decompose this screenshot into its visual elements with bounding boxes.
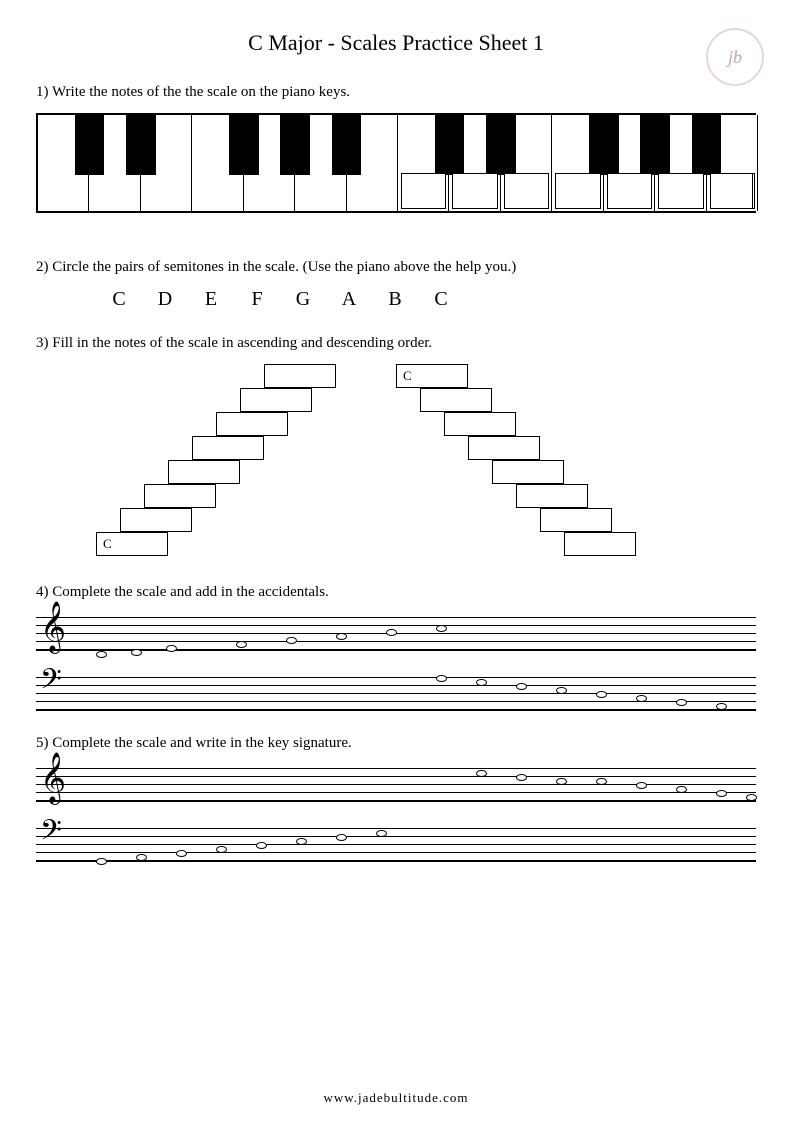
- note-answer-box[interactable]: [607, 173, 652, 209]
- whole-note: [556, 778, 567, 785]
- whole-note: [336, 834, 347, 841]
- whole-note: [636, 695, 647, 702]
- black-key: [75, 115, 105, 175]
- note-answer-box[interactable]: [555, 173, 600, 209]
- question-2: 2) Circle the pairs of semitones in the …: [36, 259, 756, 311]
- ascending-step: C: [96, 532, 168, 556]
- black-key: [435, 115, 465, 175]
- ascending-step[interactable]: [264, 364, 336, 388]
- scale-note: G: [280, 288, 326, 311]
- whole-note: [746, 794, 757, 801]
- brand-logo: jb: [706, 28, 764, 86]
- q4-bass-staff: 𝄢: [36, 673, 756, 717]
- q2-prompt: 2) Circle the pairs of semitones in the …: [36, 259, 756, 276]
- whole-note: [256, 842, 267, 849]
- descending-step[interactable]: [468, 436, 540, 460]
- whole-note: [96, 651, 107, 658]
- black-key: [486, 115, 516, 175]
- whole-note: [166, 645, 177, 652]
- page-title: C Major - Scales Practice Sheet 1: [36, 30, 756, 56]
- footer-url: www.jadebultitude.com: [0, 1090, 792, 1106]
- black-key: [640, 115, 670, 175]
- whole-note: [386, 629, 397, 636]
- whole-note: [296, 838, 307, 845]
- whole-note: [676, 786, 687, 793]
- note-answer-box[interactable]: [658, 173, 703, 209]
- scale-note-row: CDEFGABC: [96, 288, 756, 311]
- note-answer-box[interactable]: [452, 173, 497, 209]
- descending-step: C: [396, 364, 468, 388]
- q4-treble-staff: 𝄞: [36, 613, 756, 657]
- whole-note: [516, 774, 527, 781]
- black-key: [280, 115, 310, 175]
- whole-note: [96, 858, 107, 865]
- whole-note: [131, 649, 142, 656]
- scale-note: B: [372, 288, 418, 311]
- treble-clef-icon: 𝄞: [40, 605, 66, 649]
- scale-note: A: [326, 288, 372, 311]
- whole-note: [236, 641, 247, 648]
- whole-note: [516, 683, 527, 690]
- q5-prompt: 5) Complete the scale and write in the k…: [36, 735, 756, 752]
- scale-note: D: [142, 288, 188, 311]
- treble-clef-icon: 𝄞: [40, 756, 66, 800]
- whole-note: [376, 830, 387, 837]
- whole-note: [436, 675, 447, 682]
- ascending-step[interactable]: [144, 484, 216, 508]
- question-3: 3) Fill in the notes of the scale in asc…: [36, 335, 756, 564]
- whole-note: [476, 770, 487, 777]
- bass-clef-icon: 𝄢: [40, 818, 62, 852]
- black-key: [332, 115, 362, 175]
- ascending-step[interactable]: [216, 412, 288, 436]
- black-key: [126, 115, 156, 175]
- black-key: [692, 115, 722, 175]
- q5-treble-staff: 𝄞: [36, 764, 756, 808]
- whole-note: [716, 790, 727, 797]
- piano-keyboard: [36, 113, 756, 213]
- whole-note: [636, 782, 647, 789]
- descending-step[interactable]: [420, 388, 492, 412]
- descending-step[interactable]: [564, 532, 636, 556]
- descending-step[interactable]: [492, 460, 564, 484]
- descending-step[interactable]: [540, 508, 612, 532]
- q1-prompt: 1) Write the notes of the the scale on t…: [36, 84, 756, 101]
- whole-note: [596, 691, 607, 698]
- q3-prompt: 3) Fill in the notes of the scale in asc…: [36, 335, 756, 352]
- ascending-step[interactable]: [168, 460, 240, 484]
- whole-note: [216, 846, 227, 853]
- whole-note: [176, 850, 187, 857]
- q5-bass-staff: 𝄢: [36, 824, 756, 868]
- scale-staircase: CC: [96, 364, 696, 564]
- whole-note: [716, 703, 727, 710]
- q4-prompt: 4) Complete the scale and add in the acc…: [36, 584, 756, 601]
- ascending-step[interactable]: [240, 388, 312, 412]
- ascending-step[interactable]: [120, 508, 192, 532]
- note-answer-box[interactable]: [710, 173, 753, 209]
- descending-step[interactable]: [444, 412, 516, 436]
- whole-note: [676, 699, 687, 706]
- note-answer-box[interactable]: [504, 173, 549, 209]
- whole-note: [436, 625, 447, 632]
- question-5: 5) Complete the scale and write in the k…: [36, 735, 756, 868]
- bass-clef-icon: 𝄢: [40, 667, 62, 701]
- note-answer-box[interactable]: [401, 173, 446, 209]
- whole-note: [336, 633, 347, 640]
- black-key: [229, 115, 259, 175]
- ascending-step[interactable]: [192, 436, 264, 460]
- scale-note: F: [234, 288, 280, 311]
- whole-note: [596, 778, 607, 785]
- scale-note: C: [96, 288, 142, 311]
- whole-note: [556, 687, 567, 694]
- whole-note: [286, 637, 297, 644]
- black-key: [589, 115, 619, 175]
- descending-step[interactable]: [516, 484, 588, 508]
- scale-note: C: [418, 288, 464, 311]
- question-1: 1) Write the notes of the the scale on t…: [36, 84, 756, 213]
- question-4: 4) Complete the scale and add in the acc…: [36, 584, 756, 717]
- whole-note: [136, 854, 147, 861]
- whole-note: [476, 679, 487, 686]
- scale-note: E: [188, 288, 234, 311]
